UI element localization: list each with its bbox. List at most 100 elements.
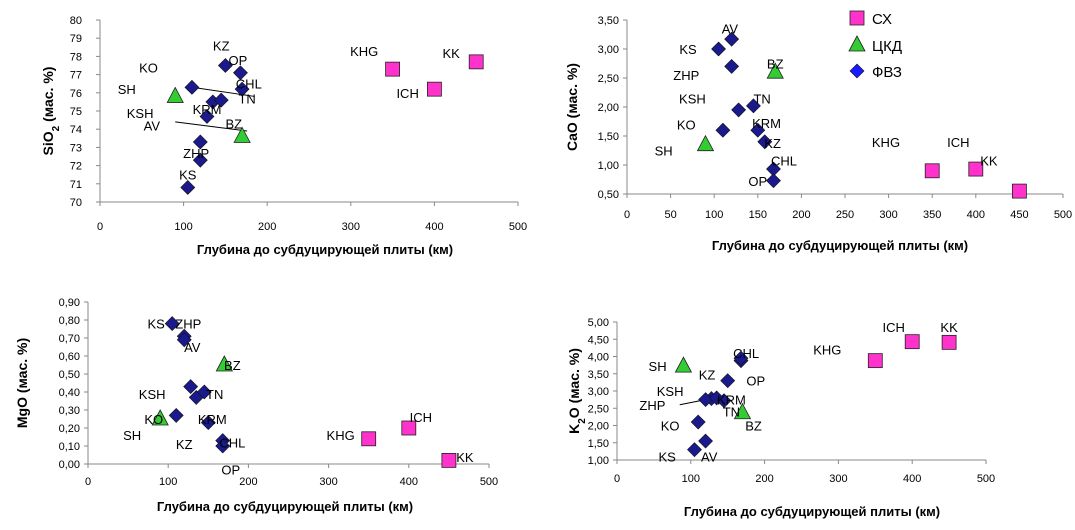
point-label-av: AV xyxy=(701,450,718,465)
fvz-point-3 xyxy=(192,134,208,150)
y-tick-label: 3,50 xyxy=(598,15,619,27)
x-tick-label: 400 xyxy=(425,221,443,233)
fvz-point-6 xyxy=(168,407,184,423)
point-label-ko: KO xyxy=(139,60,158,75)
x-tick-label: 200 xyxy=(239,476,257,488)
x-tick-label: 500 xyxy=(1054,209,1072,221)
fvz-point-6 xyxy=(750,122,766,138)
legend-sx-marker xyxy=(849,10,865,26)
fvz-point-4 xyxy=(715,122,731,138)
fvz-point-2 xyxy=(192,152,208,168)
point-label-av: AV xyxy=(722,22,739,37)
point-label-ks: KS xyxy=(179,168,197,183)
fvz-point-2 xyxy=(690,414,706,430)
point-label-bz: BZ xyxy=(767,57,784,72)
x-tick-label: 400 xyxy=(967,209,985,221)
fvz-point-3 xyxy=(731,102,747,118)
fvz-point-7 xyxy=(720,373,736,389)
series-square xyxy=(361,420,457,468)
y-tick-label: 71 xyxy=(70,179,82,191)
point-label-ks: KS xyxy=(659,450,677,465)
y-tick-label: 1,50 xyxy=(598,131,619,143)
x-axis-title: Глубина до субдуцирующей плиты (км) xyxy=(684,504,940,519)
point-label-krm: KRM xyxy=(717,393,746,408)
point-label-khg: KHG xyxy=(813,343,841,358)
point-label-kz: KZ xyxy=(213,38,230,53)
y-tick-label: 1,50 xyxy=(588,438,609,450)
ckd-point-1 xyxy=(233,126,251,143)
point-label-chl: CHL xyxy=(236,77,262,92)
point-label-tn: TN xyxy=(238,91,255,106)
y-tick-label: 2,00 xyxy=(588,421,609,433)
point-label-ich: ICH xyxy=(396,86,418,101)
x-tick-label: 300 xyxy=(319,476,337,488)
point-label-ich: ICH xyxy=(883,320,905,335)
x-tick-label: 0 xyxy=(97,221,103,233)
point-label-ich: ICH xyxy=(410,410,432,425)
y-tick-label: 4,00 xyxy=(588,352,609,364)
point-label-khg: KHG xyxy=(350,44,378,59)
fvz-point-1 xyxy=(698,433,713,449)
sx-point-0 xyxy=(385,61,401,77)
point-label-chl: CHL xyxy=(219,435,245,450)
y-tick-label: 5,00 xyxy=(588,317,609,329)
y-tick-label: 0,10 xyxy=(59,441,80,453)
point-label-kk: KK xyxy=(980,153,998,168)
x-tick-label: 350 xyxy=(923,209,941,221)
series-triangle xyxy=(166,86,251,143)
series-diamond xyxy=(711,31,781,189)
fvz-point-5 xyxy=(196,384,212,400)
point-label-sh: SH xyxy=(118,82,136,97)
fvz-point-1 xyxy=(724,31,740,47)
series-square xyxy=(924,161,1027,199)
x-tick-label: 100 xyxy=(159,476,177,488)
fvz-point-7 xyxy=(217,58,233,73)
sx-point-0 xyxy=(361,431,377,447)
x-axis-title: Глубина до субдуцирующей плиты (км) xyxy=(157,499,413,514)
fvz-point-6 xyxy=(716,393,732,409)
point-label-ko: KO xyxy=(677,117,696,132)
fvz-point-8 xyxy=(233,65,248,81)
point-label-op: OP xyxy=(748,174,767,189)
point-label-ksh: KSH xyxy=(657,384,684,399)
x-tick-label: 400 xyxy=(400,476,418,488)
ckd-point-0 xyxy=(674,356,693,373)
series-diamond xyxy=(180,58,250,195)
point-label-ks: KS xyxy=(679,42,697,57)
series-square xyxy=(385,54,484,97)
y-tick-label: 3,00 xyxy=(598,44,619,56)
point-label-zhp: ZHP xyxy=(183,146,209,161)
x-tick-label: 300 xyxy=(342,221,360,233)
y-tick-label: 0,70 xyxy=(59,333,80,345)
x-tick-label: 500 xyxy=(480,476,498,488)
point-label-kk: KK xyxy=(940,320,958,335)
fvz-point-2 xyxy=(724,58,740,74)
fvz-point-4 xyxy=(199,109,215,124)
x-tick-label: 150 xyxy=(749,209,767,221)
y-axis-title: K2O (мас. %) xyxy=(566,348,588,434)
y-tick-label: 1,00 xyxy=(588,455,609,467)
ckd-point-1 xyxy=(215,355,234,372)
point-label-sh: SH xyxy=(655,144,673,159)
ckd-point-0 xyxy=(151,409,169,426)
point-label-ksh: KSH xyxy=(127,106,154,121)
ckd-point-0 xyxy=(696,134,715,152)
x-tick-label: 500 xyxy=(509,221,527,233)
leader-line xyxy=(175,121,248,132)
legend-label-1: ЦКД xyxy=(872,38,902,55)
point-label-ksh: KSH xyxy=(139,387,166,402)
series-diamond xyxy=(687,350,749,458)
fvz-point-2 xyxy=(176,332,192,348)
point-label-op: OP xyxy=(221,462,240,477)
legend-fvz-marker xyxy=(849,63,865,79)
y-tick-label: 70 xyxy=(70,197,82,209)
ckd-point-0 xyxy=(166,86,184,103)
y-tick-label: 4,50 xyxy=(588,334,609,346)
fvz-point-7 xyxy=(757,134,773,150)
y-axis-title: CaO (мас. %) xyxy=(564,63,580,151)
y-tick-label: 3,00 xyxy=(588,386,609,398)
series-triangle xyxy=(696,62,784,152)
x-tick-label: 300 xyxy=(879,209,897,221)
point-label-kk: KK xyxy=(456,450,474,465)
